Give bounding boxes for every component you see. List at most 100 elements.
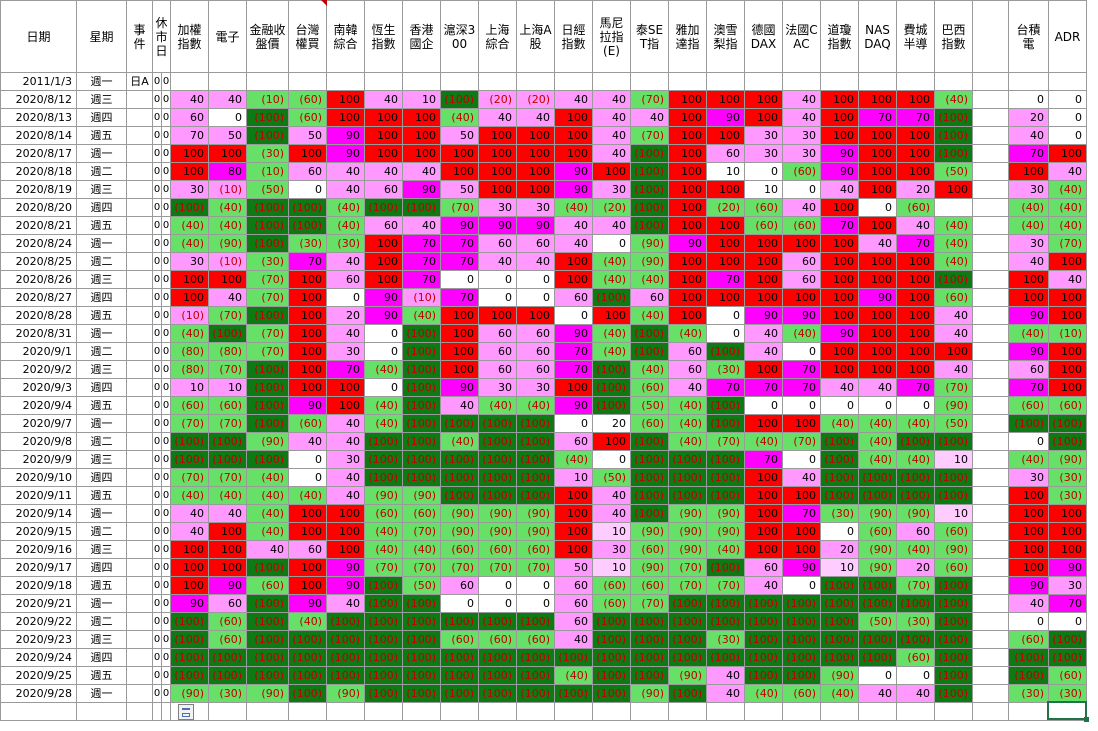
- cell[interactable]: [592, 702, 631, 721]
- value-cell[interactable]: (100): [246, 612, 289, 631]
- value-cell[interactable]: (60): [934, 288, 973, 307]
- value-cell[interactable]: (100): [668, 684, 707, 703]
- value-cell[interactable]: 60: [896, 522, 935, 541]
- value-cell[interactable]: (40): [630, 360, 669, 379]
- cell[interactable]: [478, 702, 517, 721]
- value-cell[interactable]: (90): [706, 504, 745, 523]
- value-cell[interactable]: 30: [170, 252, 209, 271]
- value-cell[interactable]: 40: [592, 108, 631, 127]
- value-cell[interactable]: (100): [744, 666, 783, 685]
- value-cell[interactable]: 100: [820, 252, 859, 271]
- value-cell[interactable]: 100: [1048, 522, 1087, 541]
- value-cell[interactable]: 100: [478, 162, 517, 181]
- value-cell[interactable]: (100): [246, 108, 289, 127]
- cell[interactable]: [126, 558, 153, 577]
- column-header[interactable]: ADR: [1048, 0, 1087, 73]
- value-cell[interactable]: 100: [668, 288, 707, 307]
- value-cell[interactable]: 100: [440, 360, 479, 379]
- value-cell[interactable]: 100: [516, 126, 555, 145]
- value-cell[interactable]: 40: [402, 162, 441, 181]
- cell[interactable]: [554, 72, 593, 91]
- value-cell[interactable]: 70: [326, 360, 365, 379]
- value-cell[interactable]: (100): [630, 468, 669, 487]
- value-cell[interactable]: 100: [288, 342, 327, 361]
- value-cell[interactable]: (30): [288, 234, 327, 253]
- value-cell[interactable]: 100: [858, 180, 897, 199]
- value-cell[interactable]: (100): [592, 684, 631, 703]
- value-cell[interactable]: 10: [170, 378, 209, 397]
- value-cell[interactable]: 0: [744, 162, 783, 181]
- value-cell[interactable]: (100): [630, 180, 669, 199]
- value-cell[interactable]: 100: [288, 558, 327, 577]
- value-cell[interactable]: 100: [554, 540, 593, 559]
- value-cell[interactable]: (80): [170, 360, 209, 379]
- value-cell[interactable]: 10: [592, 558, 631, 577]
- value-cell[interactable]: 0: [440, 594, 479, 613]
- value-cell[interactable]: (70): [478, 558, 517, 577]
- cell[interactable]: 0: [161, 396, 171, 415]
- value-cell[interactable]: (100): [516, 468, 555, 487]
- value-cell[interactable]: (40): [592, 324, 631, 343]
- cell[interactable]: 週四: [76, 468, 127, 487]
- cell[interactable]: 0: [152, 504, 162, 523]
- cell[interactable]: [744, 72, 783, 91]
- value-cell[interactable]: 100: [592, 162, 631, 181]
- value-cell[interactable]: (100): [402, 666, 441, 685]
- value-cell[interactable]: (100): [516, 432, 555, 451]
- value-cell[interactable]: (70): [170, 414, 209, 433]
- value-cell[interactable]: [972, 468, 1009, 487]
- value-cell[interactable]: (100): [858, 594, 897, 613]
- value-cell[interactable]: 0: [516, 594, 555, 613]
- value-cell[interactable]: (100): [858, 468, 897, 487]
- value-cell[interactable]: (100): [440, 612, 479, 631]
- value-cell[interactable]: 100: [858, 216, 897, 235]
- column-header[interactable]: 台積電: [1008, 0, 1049, 73]
- value-cell[interactable]: 0: [1048, 612, 1087, 631]
- value-cell[interactable]: (40): [402, 306, 441, 325]
- value-cell[interactable]: 40: [1008, 594, 1049, 613]
- value-cell[interactable]: 0: [478, 594, 517, 613]
- value-cell[interactable]: 100: [1048, 504, 1087, 523]
- value-cell[interactable]: (100): [208, 432, 247, 451]
- cell[interactable]: 2020/9/22: [0, 612, 77, 631]
- value-cell[interactable]: (90): [402, 486, 441, 505]
- cell[interactable]: 0: [152, 648, 162, 667]
- value-cell[interactable]: 90: [858, 288, 897, 307]
- value-cell[interactable]: (40): [402, 540, 441, 559]
- value-cell[interactable]: 0: [208, 108, 247, 127]
- value-cell[interactable]: 40: [478, 252, 517, 271]
- value-cell[interactable]: (100): [364, 612, 403, 631]
- cell[interactable]: 0: [152, 396, 162, 415]
- value-cell[interactable]: (40): [326, 216, 365, 235]
- value-cell[interactable]: 100: [288, 288, 327, 307]
- cell[interactable]: 2011/1/3: [0, 72, 77, 91]
- value-cell[interactable]: (60): [288, 90, 327, 109]
- value-cell[interactable]: (100): [934, 108, 973, 127]
- value-cell[interactable]: 100: [744, 486, 783, 505]
- value-cell[interactable]: 100: [1048, 360, 1087, 379]
- value-cell[interactable]: (100): [630, 198, 669, 217]
- cell[interactable]: [782, 72, 821, 91]
- cell[interactable]: 0: [161, 558, 171, 577]
- cell[interactable]: [288, 702, 327, 721]
- value-cell[interactable]: 100: [896, 360, 935, 379]
- value-cell[interactable]: (100): [820, 576, 859, 595]
- cell[interactable]: 0: [161, 306, 171, 325]
- value-cell[interactable]: (100): [364, 198, 403, 217]
- cell[interactable]: 週二: [76, 432, 127, 451]
- value-cell[interactable]: 100: [820, 234, 859, 253]
- cell[interactable]: 週三: [76, 90, 127, 109]
- value-cell[interactable]: 100: [1048, 306, 1087, 325]
- value-cell[interactable]: (100): [782, 648, 821, 667]
- value-cell[interactable]: 40: [326, 180, 365, 199]
- cell[interactable]: [896, 72, 935, 91]
- value-cell[interactable]: 40: [782, 108, 821, 127]
- value-cell[interactable]: 100: [858, 306, 897, 325]
- value-cell[interactable]: (40): [934, 234, 973, 253]
- value-cell[interactable]: (100): [516, 666, 555, 685]
- value-cell[interactable]: 100: [744, 108, 783, 127]
- cell[interactable]: 週二: [76, 162, 127, 181]
- value-cell[interactable]: (100): [630, 144, 669, 163]
- value-cell[interactable]: 70: [896, 234, 935, 253]
- value-cell[interactable]: (40): [208, 486, 247, 505]
